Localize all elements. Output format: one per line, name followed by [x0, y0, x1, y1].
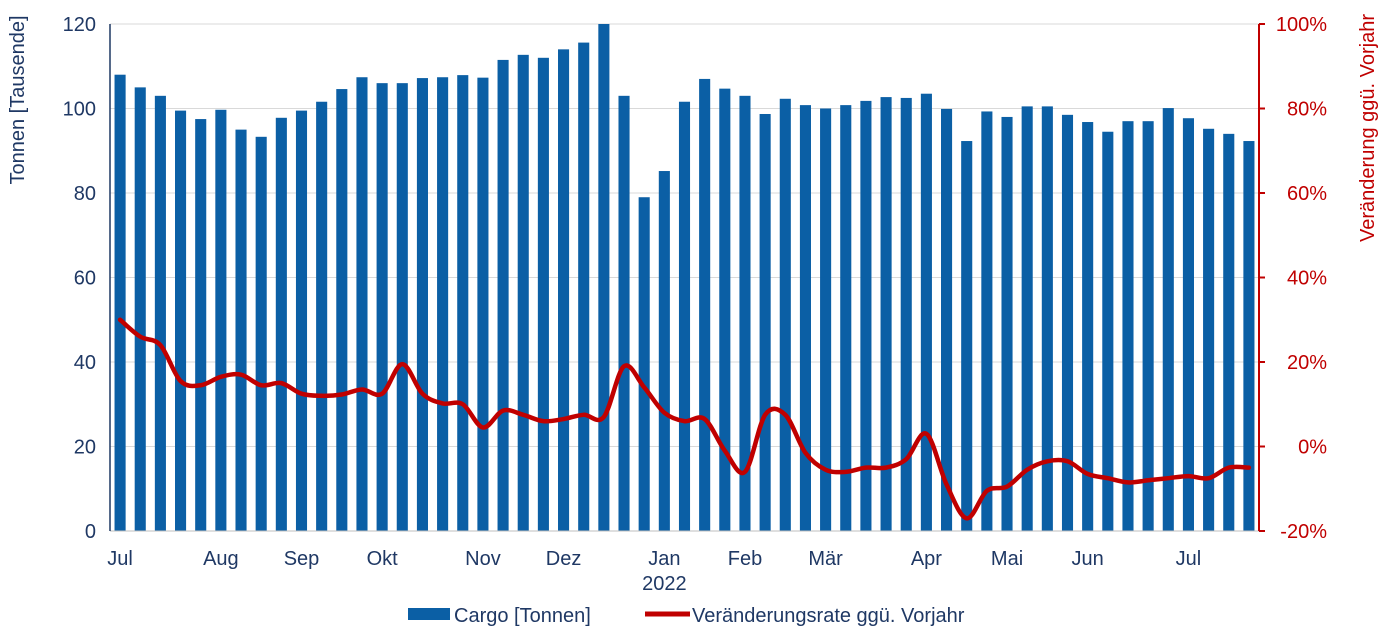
x-tick-label: Feb	[728, 548, 762, 570]
bar	[578, 42, 590, 532]
bar	[618, 95, 630, 531]
legend-line-label: Veränderungsrate ggü. Vorjahr	[692, 605, 965, 627]
left-tick-label: 80	[74, 183, 96, 205]
legend-bar-swatch	[408, 608, 450, 620]
bar	[1061, 114, 1074, 532]
x-tick-label: Mär	[808, 548, 843, 570]
bar	[678, 101, 691, 532]
bar	[356, 77, 368, 532]
x-year-label: 2022	[642, 573, 687, 595]
legend: Cargo [Tonnen] Veränderungsrate ggü. Vor…	[408, 605, 965, 627]
bar	[1243, 141, 1255, 531]
bar	[1041, 106, 1053, 531]
x-tick-label: Nov	[465, 548, 501, 570]
bar	[598, 24, 610, 531]
bar	[880, 97, 892, 531]
left-tick-label: 60	[74, 268, 96, 290]
bar	[799, 105, 811, 532]
bar	[114, 74, 126, 531]
right-tick-label: 60%	[1287, 183, 1327, 205]
bar	[719, 88, 731, 531]
bar	[255, 136, 267, 531]
bar	[1082, 122, 1094, 532]
bar	[1001, 116, 1013, 531]
bar	[235, 129, 247, 531]
bar	[920, 93, 932, 532]
right-axis-ticks: -20% 0% 20% 40% 60% 80% 100%	[1259, 14, 1327, 543]
bar	[316, 101, 328, 532]
x-tick-label: Okt	[367, 548, 399, 570]
bar	[1122, 121, 1134, 532]
x-axis-ticks: Jul Aug Sep Okt Nov Dez Jan Feb Mär Apr Mai Jun Jul 2…	[107, 548, 1201, 595]
bar	[961, 141, 973, 531]
bar	[820, 108, 832, 531]
bar-series-cargo	[114, 24, 1255, 532]
x-tick-label: Apr	[911, 548, 942, 570]
bar	[195, 119, 207, 531]
left-tick-label: 100	[63, 99, 96, 121]
right-tick-label: 0%	[1298, 437, 1327, 459]
bar	[981, 111, 993, 532]
bar	[457, 75, 469, 531]
x-tick-label: Jan	[648, 548, 680, 570]
bar	[840, 105, 852, 532]
left-tick-label: 20	[74, 437, 96, 459]
x-tick-label: Sep	[284, 548, 320, 570]
bar	[477, 77, 489, 531]
bar	[336, 89, 348, 531]
bar	[759, 113, 771, 532]
left-tick-label: 0	[85, 521, 96, 543]
bar	[1021, 106, 1033, 531]
bar	[860, 100, 872, 532]
bar	[1203, 128, 1215, 531]
bar	[1182, 118, 1194, 531]
bar	[497, 59, 509, 531]
x-tick-label: Mai	[991, 548, 1023, 570]
bar	[154, 95, 166, 531]
x-tick-label: Jul	[1176, 548, 1202, 570]
x-tick-label: Jun	[1072, 548, 1104, 570]
bar	[175, 110, 187, 532]
bar	[900, 97, 912, 531]
right-axis-title: Veränderung ggü. Vorjahr	[1357, 14, 1379, 242]
bar	[537, 57, 549, 532]
left-tick-label: 120	[63, 14, 96, 36]
bar	[376, 83, 388, 532]
x-tick-label: Aug	[203, 548, 239, 570]
bar	[1162, 108, 1174, 531]
bar	[1223, 133, 1235, 531]
bar	[1142, 121, 1154, 532]
right-tick-label: 40%	[1287, 268, 1327, 290]
x-tick-label: Jul	[107, 548, 133, 570]
bar	[517, 54, 529, 531]
bar	[416, 78, 428, 531]
bar	[134, 87, 146, 531]
bar	[658, 171, 670, 531]
bar	[739, 95, 751, 531]
right-tick-label: 100%	[1276, 14, 1327, 36]
bar	[437, 77, 449, 532]
right-tick-label: 80%	[1287, 99, 1327, 121]
bar	[1102, 131, 1114, 532]
change-rate-line	[117, 317, 1252, 521]
bar	[779, 98, 791, 531]
bar	[215, 109, 227, 531]
line-series-change-rate	[117, 317, 1252, 521]
left-axis-ticks: 0 20 40 60 80 100 120	[63, 14, 96, 543]
bar	[558, 49, 570, 531]
bar	[396, 83, 408, 532]
left-tick-label: 40	[74, 352, 96, 374]
legend-bar-label: Cargo [Tonnen]	[454, 605, 591, 627]
bar	[295, 110, 308, 532]
left-axis-title: Tonnen [Tausende]	[7, 15, 29, 184]
bar	[941, 108, 953, 532]
bar	[638, 197, 650, 531]
x-tick-label: Dez	[546, 548, 582, 570]
right-tick-label: 20%	[1287, 352, 1327, 374]
bar	[699, 78, 711, 532]
right-tick-label: -20%	[1280, 521, 1327, 543]
bar	[275, 117, 287, 532]
